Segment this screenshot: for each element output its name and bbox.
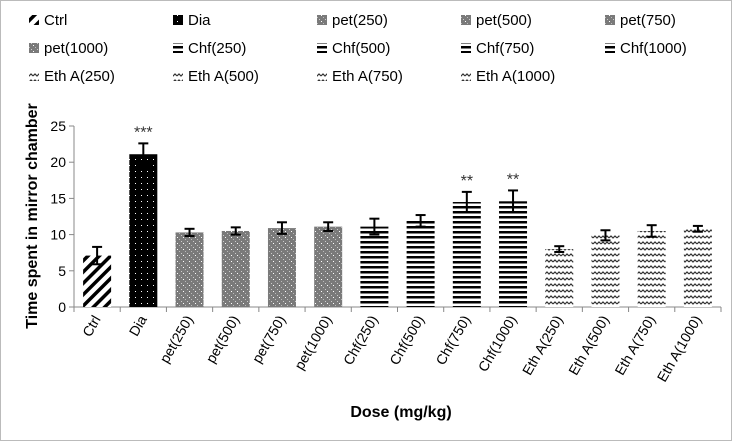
legend-swatch [461,15,471,25]
y-tick-label: 5 [58,263,66,279]
x-tick-label: Eth A(250) [519,313,566,378]
bar [637,230,666,307]
legend-label: Chf(500) [332,40,390,57]
legend-label: Chf(250) [188,40,246,57]
error-bar [554,245,565,253]
bar [129,154,158,307]
significance-label: *** [134,124,153,141]
y-axis-label: Time spent in mirror chamber [24,103,41,329]
x-tick-label: pet(250) [156,313,196,366]
error-bar [369,217,380,236]
error-bar [184,227,195,238]
x-tick-label: pet(1000) [291,313,335,373]
error-bar [508,189,519,214]
error-bar [323,221,334,232]
significance-label: ** [461,173,473,190]
legend-swatch [29,15,39,25]
x-tick-label: Eth A(750) [611,313,658,378]
y-tick-label: 0 [58,299,66,315]
bar [545,249,574,307]
legend-label: Eth A(500) [188,68,259,85]
legend-swatch [317,43,327,53]
legend-swatch [173,43,183,53]
legend-swatch [173,15,183,25]
legend: Ctrl Dia pet(250) pet(500) pet(750) pet(1000)… [29,12,687,85]
error-bar [646,224,657,238]
legend-swatch [29,43,39,53]
bar [591,235,620,307]
x-axis-label: Dose (mg/kg) [350,404,451,421]
x-tick-label: Ctrl [79,313,104,340]
bar [175,232,204,307]
legend-swatch [317,71,327,81]
x-tick-label: Eth A(1000) [654,313,705,385]
x-tick-label: pet(500) [202,313,242,366]
x-tick-label: Eth A(500) [565,313,612,378]
x-tick-label: Chf(500) [386,313,427,368]
x-tick-label: Chf(750) [432,313,473,368]
legend-label: Ctrl [44,12,67,29]
legend-label: Chf(1000) [620,40,687,57]
error-bar [415,214,426,228]
bar [452,202,481,307]
error-bar [461,190,472,214]
legend-swatch [605,15,615,25]
y-tick-label: 25 [50,118,66,134]
error-bar [276,221,287,235]
y-tick-label: 10 [50,227,66,243]
legend-label: Eth A(250) [44,68,115,85]
x-tick-label: Dia [126,312,150,338]
error-bar [692,224,703,233]
bar [406,220,435,307]
significance-label: ** [507,171,519,188]
x-tick-label: Chf(250) [340,313,381,368]
bar [221,230,250,307]
legend-swatch [461,71,471,81]
y-tick-label: 15 [50,190,66,206]
y-tick-label: 20 [50,154,66,170]
error-bar [600,229,611,242]
x-tick-label: Chf(1000) [475,313,520,375]
legend-label: pet(250) [332,12,388,29]
bar [683,228,712,307]
bar [360,226,389,307]
legend-swatch [605,43,615,53]
legend-swatch [317,15,327,25]
error-bar [230,226,241,236]
legend-label: Eth A(750) [332,68,403,85]
legend-label: Eth A(1000) [476,68,555,85]
legend-swatch [461,43,471,53]
bar [314,226,343,307]
legend-swatch [173,71,183,81]
legend-label: pet(750) [620,12,676,29]
legend-label: Dia [188,12,211,29]
error-bar [138,142,149,167]
x-tick-label: pet(750) [249,313,289,366]
bar [499,201,528,307]
error-bar [92,245,103,266]
legend-label: Chf(750) [476,40,534,57]
legend-label: pet(500) [476,12,532,29]
legend-label: pet(1000) [44,40,108,57]
legend-swatch [29,71,39,81]
bar [267,228,296,307]
